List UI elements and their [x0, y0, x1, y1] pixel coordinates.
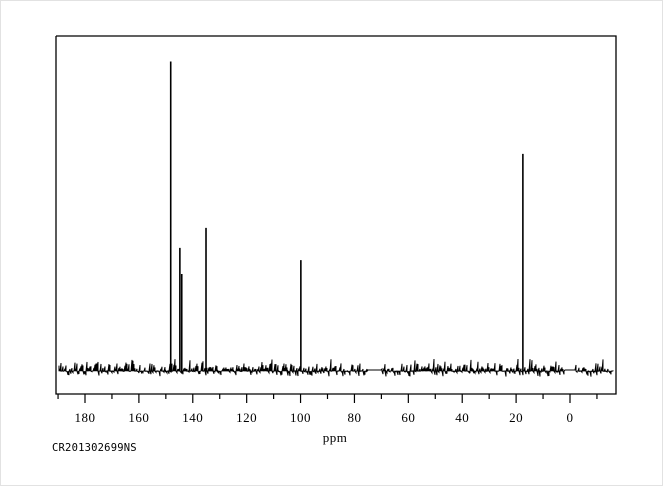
spectrum-trace: [58, 61, 614, 377]
axis-ticks: [57, 394, 598, 403]
axis-tick-label: 140: [182, 410, 204, 425]
plot-frame: [55, 35, 617, 395]
axis-tick-label: 80: [347, 410, 362, 425]
axis-tick-label: 60: [401, 410, 416, 425]
axis-tick-label: 100: [290, 410, 312, 425]
axis-title: ppm: [322, 430, 348, 445]
axis-tick-label: 180: [74, 410, 96, 425]
axis-tick-label: 160: [128, 410, 150, 425]
axis-tick-label: 0: [566, 410, 574, 425]
axis-tick-label: 20: [509, 410, 524, 425]
axis-tick-label: 40: [455, 410, 470, 425]
sample-id-label: CR201302699NS: [52, 442, 137, 454]
axis-tick-label: 120: [236, 410, 258, 425]
